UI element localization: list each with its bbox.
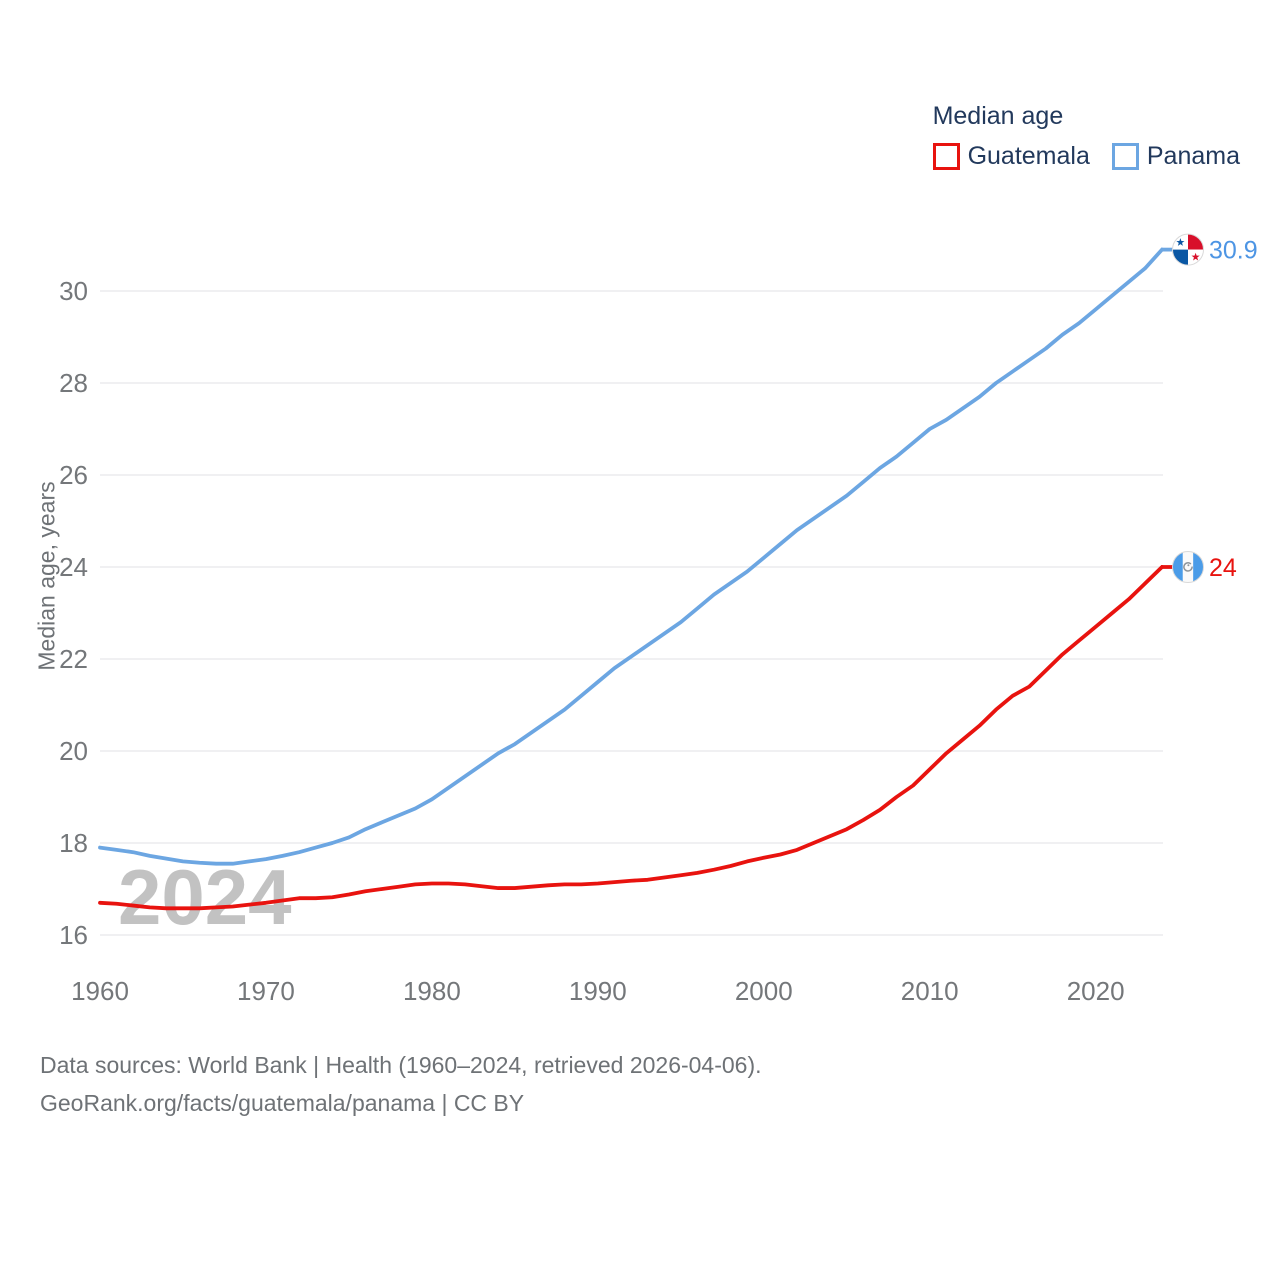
- data-sources-line: Data sources: World Bank | Health (1960–…: [40, 1052, 762, 1078]
- x-tick-label: 2000: [735, 976, 793, 1006]
- series-layer[interactable]: [98, 247, 1173, 911]
- legend: Median age Guatemala Panama: [932, 102, 1240, 171]
- x-tick-label: 1990: [569, 976, 627, 1006]
- panama-flag-icon: [1172, 233, 1204, 266]
- gridlines-layer: 16 18 20 22 24 26 28 30 1960 1970 1980 1990 2000 2010…: [59, 276, 1163, 1006]
- x-tick-label: 1970: [237, 976, 295, 1006]
- y-tick-label: 16: [59, 920, 88, 950]
- y-tick-label: 18: [59, 828, 88, 858]
- watermark-year: 2024: [118, 853, 292, 941]
- legend-label-panama: Panama: [1146, 142, 1240, 170]
- legend-row: Guatemala Panama: [932, 142, 1240, 171]
- x-tick-label: 2020: [1067, 976, 1125, 1006]
- y-tick-label: 24: [59, 552, 88, 582]
- y-tick-label: 20: [59, 736, 88, 766]
- legend-item-guatemala[interactable]: Guatemala: [932, 142, 1090, 171]
- y-tick-label: 30: [59, 276, 88, 306]
- y-tick-label: 28: [59, 368, 88, 398]
- legend-title: Median age: [932, 102, 1064, 130]
- series-line-panama[interactable]: [98, 247, 1164, 866]
- guatemala-flag-icon: [1172, 551, 1204, 583]
- y-axis-title: Median age, years: [33, 481, 60, 671]
- attribution-line: GeoRank.org/facts/guatemala/panama | CC …: [40, 1090, 525, 1116]
- series-line-guatemala[interactable]: [98, 565, 1164, 911]
- y-tick-label: 22: [59, 644, 88, 674]
- chart-plot[interactable]: 16 18 20 22 24 26 28 30 1960 1970 1980 1990 2000 2010…: [0, 0, 1280, 1030]
- panama-series-swatch-icon: [1111, 143, 1139, 170]
- x-tick-label: 1980: [403, 976, 461, 1006]
- legend-label-guatemala: Guatemala: [967, 142, 1090, 170]
- annotations-layer: 30.9 24: [1172, 233, 1258, 583]
- panama-end-value-label: 30.9: [1209, 237, 1258, 265]
- guatemala-end-value-label: 24: [1209, 554, 1237, 582]
- x-tick-label: 2010: [901, 976, 959, 1006]
- x-tick-label: 1960: [71, 976, 129, 1006]
- legend-item-panama[interactable]: Panama: [1111, 142, 1240, 171]
- y-tick-label: 26: [59, 460, 88, 490]
- guatemala-series-swatch-icon: [932, 143, 960, 170]
- footer: Data sources: World Bank | Health (1960–…: [40, 1046, 762, 1122]
